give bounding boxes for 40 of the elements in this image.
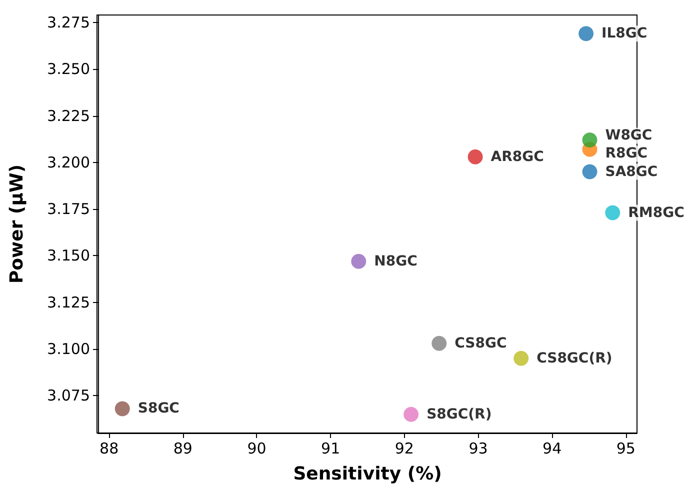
series-label: S8GC (138, 400, 180, 417)
y-axis-title: Power (μW) (6, 164, 28, 284)
x-tick-label: 90 (247, 440, 266, 458)
x-tick-label: 88 (100, 440, 119, 458)
series-label: RM8GC (628, 204, 684, 221)
series-label: N8GC (374, 253, 418, 270)
x-tick-label: 92 (394, 440, 414, 458)
point (582, 132, 598, 148)
x-axis-title: Sensitivity (%) (293, 464, 442, 484)
x-tick-label: 89 (173, 440, 192, 458)
y-tick-label: 3.150 (47, 246, 90, 265)
y-tick-label: 3.075 (47, 386, 90, 405)
x-tick-label: 95 (616, 440, 636, 458)
series-label: CS8GC(R) (536, 350, 612, 366)
y-tick-label: 3.225 (47, 106, 90, 125)
x-tick-label: 91 (321, 440, 340, 458)
series-label: W8GC (605, 128, 652, 144)
series-label: S8GC(R) (426, 406, 492, 422)
y-tick-label: 3.100 (47, 340, 90, 358)
point (351, 254, 366, 269)
series-label: IL8GC (602, 26, 648, 42)
x-tick-label: 93 (468, 440, 488, 458)
point (578, 26, 594, 42)
y-tick-label: 3.200 (47, 153, 90, 172)
point (468, 149, 483, 164)
point (514, 350, 529, 366)
point (582, 164, 598, 180)
point (605, 205, 620, 220)
series-label: AR8GC (490, 148, 544, 165)
y-tick-label: 3.250 (47, 60, 90, 78)
y-tick-label: 3.125 (47, 293, 90, 312)
y-tick-label: 3.175 (47, 200, 90, 218)
x-tick-label: 94 (542, 440, 562, 458)
series-label: SA8GC (605, 164, 658, 180)
series-label: CS8GC (454, 335, 507, 352)
point (432, 336, 447, 351)
point (114, 401, 130, 416)
point (404, 406, 419, 422)
series-label: R8GC (605, 146, 648, 162)
y-tick-label: 3.275 (47, 13, 90, 32)
